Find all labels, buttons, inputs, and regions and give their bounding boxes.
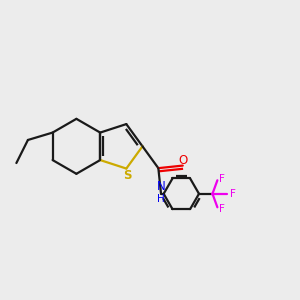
Text: F: F bbox=[219, 174, 225, 184]
Text: O: O bbox=[178, 154, 188, 167]
Text: S: S bbox=[123, 169, 132, 182]
Text: H: H bbox=[157, 194, 165, 204]
Text: F: F bbox=[219, 203, 225, 214]
Text: N: N bbox=[157, 180, 165, 194]
Text: F: F bbox=[230, 189, 236, 199]
